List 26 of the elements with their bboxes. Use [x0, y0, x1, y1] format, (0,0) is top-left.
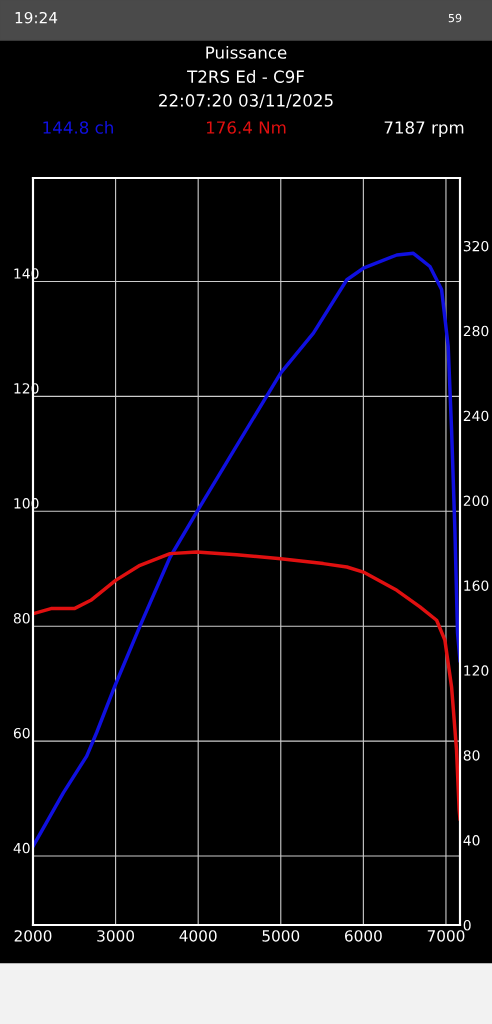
- x-tick-label: 6000: [344, 930, 382, 942]
- line-series: [33, 550, 460, 821]
- x-tick-label: 7000: [427, 930, 465, 942]
- y2-tick-label: 320: [463, 240, 489, 252]
- x-tick-label: 4000: [179, 930, 217, 942]
- y2-tick-label: 120: [464, 665, 489, 676]
- text: 59: [448, 13, 462, 23]
- y-tick-label: 80: [13, 613, 30, 624]
- y2-tick-label: 0: [463, 919, 471, 931]
- y2-tick-label: 240: [463, 410, 489, 422]
- text: 19:24: [15, 11, 58, 24]
- y2-tick-label: 200: [463, 495, 489, 507]
- y-tick-label: 40: [13, 842, 30, 854]
- y2-tick-label: 80: [463, 750, 480, 761]
- text: 7187 rpm: [384, 121, 464, 138]
- x-tick-label: 3000: [97, 930, 135, 942]
- y2-tick-label: 40: [463, 835, 480, 846]
- chart-subtitle: T2RS Ed - C9F 22:07:20 03/11/2025: [159, 70, 333, 109]
- chart-title: Puissance: [206, 45, 287, 59]
- text: 176.4 Nm: [206, 121, 286, 134]
- y2-tick-label: 160: [464, 580, 489, 591]
- x-tick-label: 2000: [14, 930, 52, 942]
- text: 144.8 ch: [43, 120, 113, 134]
- y-tick-label: 60: [13, 727, 30, 739]
- x-tick-label: 5000: [262, 930, 300, 942]
- y2-tick-label: 280: [463, 325, 489, 337]
